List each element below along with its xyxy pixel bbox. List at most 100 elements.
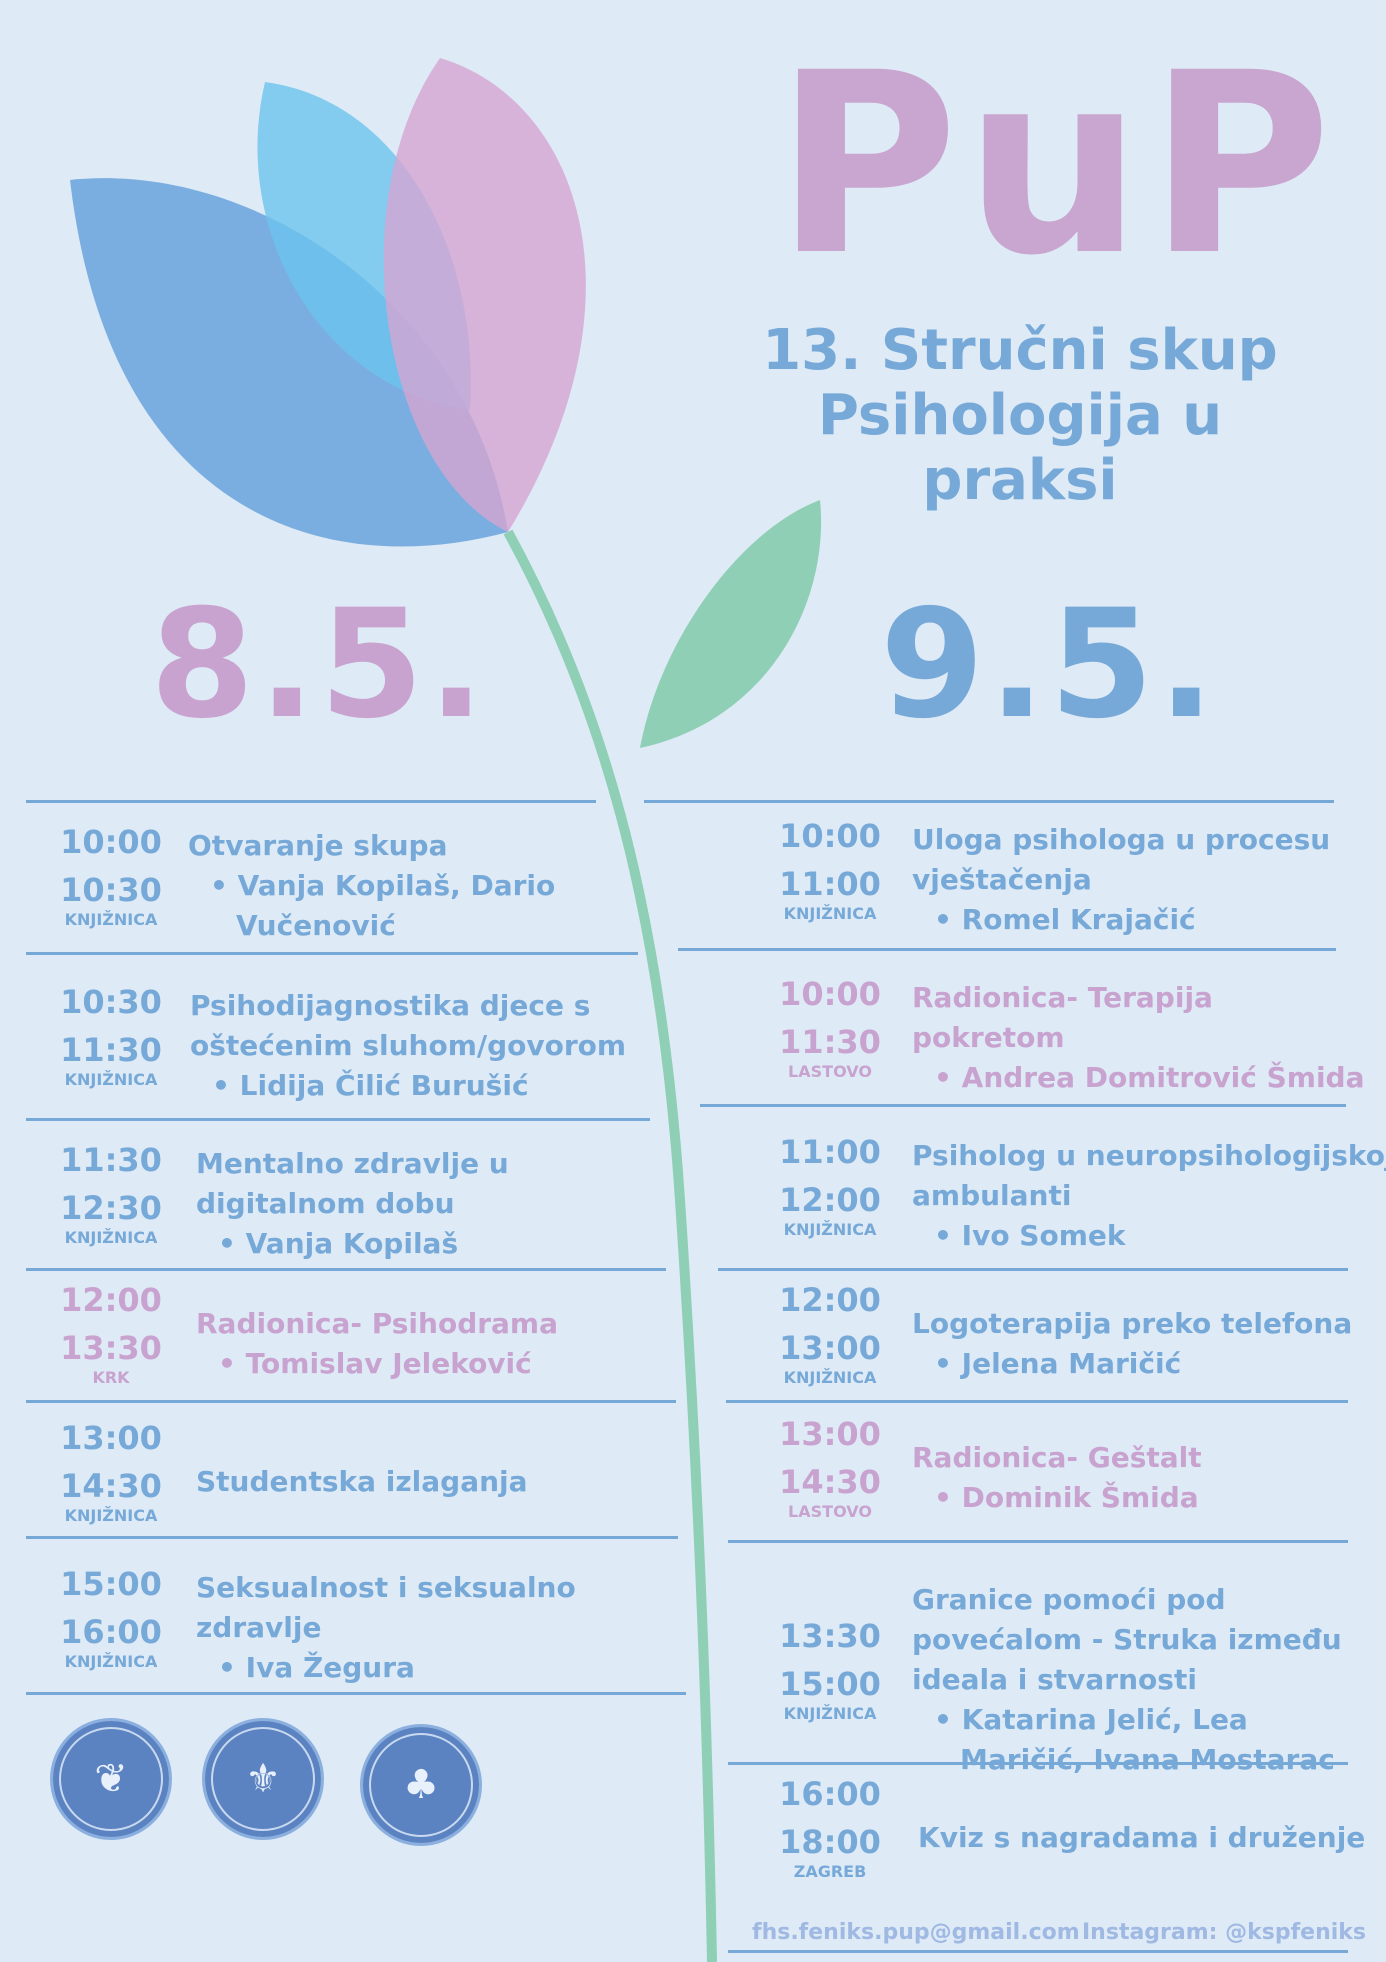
session-speaker: Jelena Maričić bbox=[912, 1344, 1372, 1384]
start-time: 10:00 bbox=[779, 975, 881, 1013]
session-speaker: Andrea Domitrović Šmida bbox=[912, 1058, 1372, 1098]
session-location: KNJIŽNICA bbox=[783, 904, 877, 923]
session-location: KNJIŽNICA bbox=[783, 1368, 877, 1387]
session-time: 12:00 13:00 KNJIŽNICA bbox=[755, 1276, 905, 1386]
session-title: vještačenja bbox=[912, 863, 1092, 896]
end-time: 13:00 bbox=[779, 1329, 881, 1367]
instagram-handle[interactable]: Instagram: @kspfeniks bbox=[1082, 1920, 1367, 1945]
schedule-divider bbox=[644, 800, 1334, 803]
flower-stem bbox=[503, 529, 717, 1962]
end-time: 11:00 bbox=[779, 865, 881, 903]
session-details: Mentalno zdravlje u digitalnom dobu Vanja … bbox=[196, 1144, 596, 1264]
end-time: 12:00 bbox=[779, 1181, 881, 1219]
session-location: KNJIŽNICA bbox=[64, 1228, 158, 1247]
event-logo-text: PuP bbox=[775, 19, 1338, 310]
start-time: 13:00 bbox=[60, 1419, 162, 1457]
session-title: pokretom bbox=[912, 1021, 1065, 1054]
session-time: 16:00 18:00 ZAGREB bbox=[755, 1770, 905, 1880]
end-time: 12:30 bbox=[60, 1189, 162, 1227]
end-time: 18:00 bbox=[779, 1823, 881, 1861]
session-location: KNJIŽNICA bbox=[783, 1704, 877, 1723]
session-details: Kviz s nagradama i druženje bbox=[918, 1818, 1378, 1858]
start-time: 10:30 bbox=[60, 983, 162, 1021]
start-time: 11:00 bbox=[779, 1133, 881, 1171]
session-location: KNJIŽNICA bbox=[783, 1220, 877, 1239]
petal-left bbox=[70, 178, 508, 547]
session-speaker: Iva Žegura bbox=[196, 1648, 596, 1688]
tree-seal-icon: ♣ bbox=[360, 1724, 482, 1846]
schedule-divider bbox=[678, 948, 1336, 951]
day1-date: 8.5. bbox=[150, 578, 489, 752]
session-time: 10:00 11:00 KNJIŽNICA bbox=[755, 812, 905, 922]
end-time: 14:30 bbox=[779, 1463, 881, 1501]
schedule-divider bbox=[26, 1400, 676, 1403]
session-time: 10:30 11:30 KNJIŽNICA bbox=[36, 978, 186, 1088]
session-location: LASTOVO bbox=[788, 1502, 872, 1521]
session-location: ZAGREB bbox=[793, 1862, 867, 1881]
start-time: 16:00 bbox=[779, 1775, 881, 1813]
schedule-divider bbox=[26, 1268, 666, 1271]
session-title: Seksualnost i seksualno bbox=[196, 1571, 576, 1604]
day2-date: 9.5. bbox=[880, 578, 1219, 752]
petal-right bbox=[383, 58, 586, 532]
session-title: digitalnom dobu bbox=[196, 1187, 455, 1220]
session-speaker: Vanja Kopilaš, Dario bbox=[188, 866, 588, 906]
session-location: KNJIŽNICA bbox=[64, 1506, 158, 1525]
session-details: Radionica- Terapija pokretom Andrea Domitr… bbox=[912, 978, 1372, 1098]
event-subtitle: 13. Stručni skup Psihologija u praksi bbox=[762, 318, 1278, 513]
session-details: Radionica- Geštalt Dominik Šmida bbox=[912, 1438, 1372, 1518]
session-details: Radionica- Psihodrama Tomislav Jeleković bbox=[196, 1304, 596, 1384]
session-time: 13:00 14:30 KNJIŽNICA bbox=[36, 1414, 186, 1524]
session-title: Studentska izlaganja bbox=[196, 1465, 528, 1498]
session-title: oštećenim sluhom/govorom bbox=[190, 1029, 627, 1062]
session-speaker: Maričić, Ivana Mostarac bbox=[960, 1743, 1335, 1776]
session-location: LASTOVO bbox=[788, 1062, 872, 1081]
start-time: 11:30 bbox=[60, 1141, 162, 1179]
leaf-shape bbox=[640, 500, 822, 748]
start-time: 13:30 bbox=[779, 1617, 881, 1655]
session-time: 13:00 14:30 LASTOVO bbox=[755, 1410, 905, 1520]
session-details: Psihodijagnostika djece s oštećenim sluho… bbox=[190, 986, 627, 1106]
session-title: Granice pomoći pod bbox=[912, 1583, 1226, 1616]
end-time: 14:30 bbox=[60, 1467, 162, 1505]
session-speaker: Katarina Jelić, Lea bbox=[912, 1700, 1372, 1740]
session-time: 10:00 11:30 LASTOVO bbox=[755, 970, 905, 1080]
end-time: 15:00 bbox=[779, 1665, 881, 1703]
session-speaker: Tomislav Jeleković bbox=[196, 1344, 596, 1384]
session-title: Otvaranje skupa bbox=[188, 829, 448, 862]
end-time: 16:00 bbox=[60, 1613, 162, 1651]
start-time: 13:00 bbox=[779, 1415, 881, 1453]
session-speaker: Vučenović bbox=[236, 909, 396, 942]
schedule-divider bbox=[26, 952, 638, 955]
session-details: Otvaranje skupa Vanja Kopilaš, DarioVučen… bbox=[188, 826, 588, 946]
session-location: KNJIŽNICA bbox=[64, 910, 158, 929]
schedule-divider bbox=[728, 1762, 1348, 1765]
session-time: 13:30 15:00 KNJIŽNICA bbox=[755, 1612, 905, 1722]
session-title: Mentalno zdravlje u bbox=[196, 1147, 509, 1180]
contact-email[interactable]: fhs.feniks.pup@gmail.com bbox=[752, 1920, 1080, 1945]
schedule-divider bbox=[726, 1400, 1348, 1403]
schedule-divider bbox=[26, 1536, 678, 1539]
session-title: Uloga psihologa u procesu bbox=[912, 823, 1331, 856]
session-location: KRK bbox=[92, 1368, 130, 1387]
session-speaker: Dominik Šmida bbox=[912, 1478, 1372, 1518]
schedule-divider bbox=[700, 1104, 1346, 1107]
start-time: 15:00 bbox=[60, 1565, 162, 1603]
schedule-divider bbox=[26, 800, 596, 803]
start-time: 12:00 bbox=[60, 1281, 162, 1319]
session-speaker: Vanja Kopilaš bbox=[196, 1224, 596, 1264]
session-location: KNJIŽNICA bbox=[64, 1652, 158, 1671]
end-time: 11:30 bbox=[779, 1023, 881, 1061]
session-speaker: Ivo Somek bbox=[912, 1216, 1372, 1256]
start-time: 10:00 bbox=[60, 823, 162, 861]
schedule-divider bbox=[718, 1268, 1348, 1271]
session-time: 11:00 12:00 KNJIŽNICA bbox=[755, 1128, 905, 1238]
session-time: 10:00 10:30 KNJIŽNICA bbox=[36, 818, 186, 928]
session-title: zdravlje bbox=[196, 1611, 322, 1644]
start-time: 10:00 bbox=[779, 817, 881, 855]
phoenix-seal-icon: ❦ bbox=[50, 1718, 172, 1840]
session-title: Psiholog u neuropsihologijskoj bbox=[912, 1139, 1386, 1172]
session-speaker: Lidija Čilić Burušić bbox=[190, 1066, 590, 1106]
session-speaker: Romel Krajačić bbox=[912, 900, 1372, 940]
